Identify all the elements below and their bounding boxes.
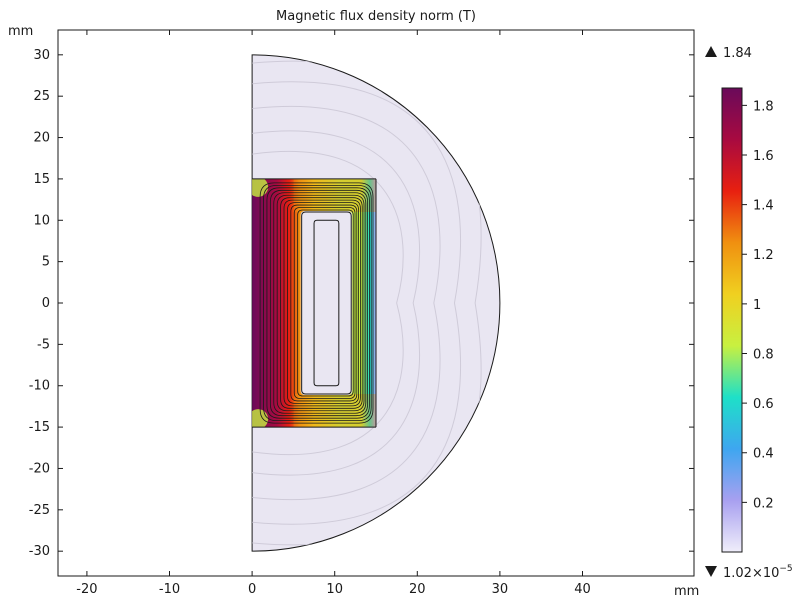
core-streamline [283,199,361,407]
core-streamline [273,192,367,414]
chart-title: Magnetic flux density norm (T) [276,9,476,24]
x-tick-label: 10 [326,582,343,597]
y-tick-label: -20 [29,461,50,476]
color-max-label: 1.84 [723,46,752,61]
x-tick-label: 30 [492,582,509,597]
air-streamline [252,150,404,456]
core-streamline [290,204,358,402]
colorbar-tick-label: 0.4 [753,447,774,462]
color-min-label-group: 1.02×10−5 [723,564,793,581]
air-streamline [252,105,441,501]
core-streamline [287,202,360,404]
colorbar: 1.84 1.8 1.6 1.4 1.2 1 0.8 0.6 0.4 0.2 1.02×10−5 [705,46,793,581]
colorbar-tick-label: 1.6 [753,149,774,164]
colorbar-tick-label: 1.2 [753,248,774,263]
colorbar-tick-label: 1.4 [753,199,774,214]
x-axis-ticks: -20 -10 0 10 20 30 40 [76,30,591,597]
core-streamline [280,197,363,409]
y-tick-label: 15 [33,172,50,187]
x-tick-label: -10 [159,582,180,597]
x-unit-label: mm [674,584,699,599]
core-streamline [266,187,370,419]
x-tick-label: -20 [76,582,97,597]
colorbar-tick-label: 1.8 [753,99,774,114]
y-axis-ticks: 30 25 20 15 10 5 0 -5 -10 -15 -20 -25 -30 [29,48,694,559]
max-marker-icon [705,46,717,57]
x-tick-label: 20 [409,582,426,597]
min-marker-icon [705,566,717,577]
core-streamline [293,207,356,399]
core-streamline [263,184,372,422]
x-tick-label: 40 [574,582,591,597]
colorbar-tick-label: 0.8 [753,347,774,362]
y-tick-label: 30 [33,48,50,63]
air-streamline [252,81,462,525]
corner-highlight-top [252,178,269,197]
x-tick-label: 0 [248,582,256,597]
y-tick-label: -30 [29,544,50,559]
colorbar-tick-label: 0.2 [753,496,774,511]
y-tick-label: 0 [42,296,50,311]
core-streamline [276,194,365,412]
y-tick-label: -15 [29,420,50,435]
core-streamline [259,182,374,424]
colorbar-ticks: 1.8 1.6 1.4 1.2 1 0.8 0.6 0.4 0.2 [742,99,774,511]
y-tick-label: 10 [33,213,50,228]
corner-highlight-bottom [252,409,269,428]
colorbar-gradient [721,87,743,553]
y-tick-label: -25 [29,503,50,518]
air-streamline [252,130,421,476]
color-min-exponent: −5 [779,564,792,574]
colorbar-tick-label: 1 [753,298,761,313]
y-tick-label: 25 [33,89,50,104]
y-tick-label: -10 [29,379,50,394]
y-tick-label: -5 [37,337,50,352]
color-min-label: 1.02×10 [723,566,779,581]
y-tick-label: 20 [33,131,50,146]
y-tick-label: 5 [42,255,50,270]
core-streamline [297,209,354,397]
core-streamline [269,189,369,417]
core-outline [252,178,377,428]
coil-outline [313,219,340,387]
colorbar-tick-label: 0.6 [753,397,774,412]
y-unit-label: mm [8,24,33,39]
field-region [251,54,501,552]
